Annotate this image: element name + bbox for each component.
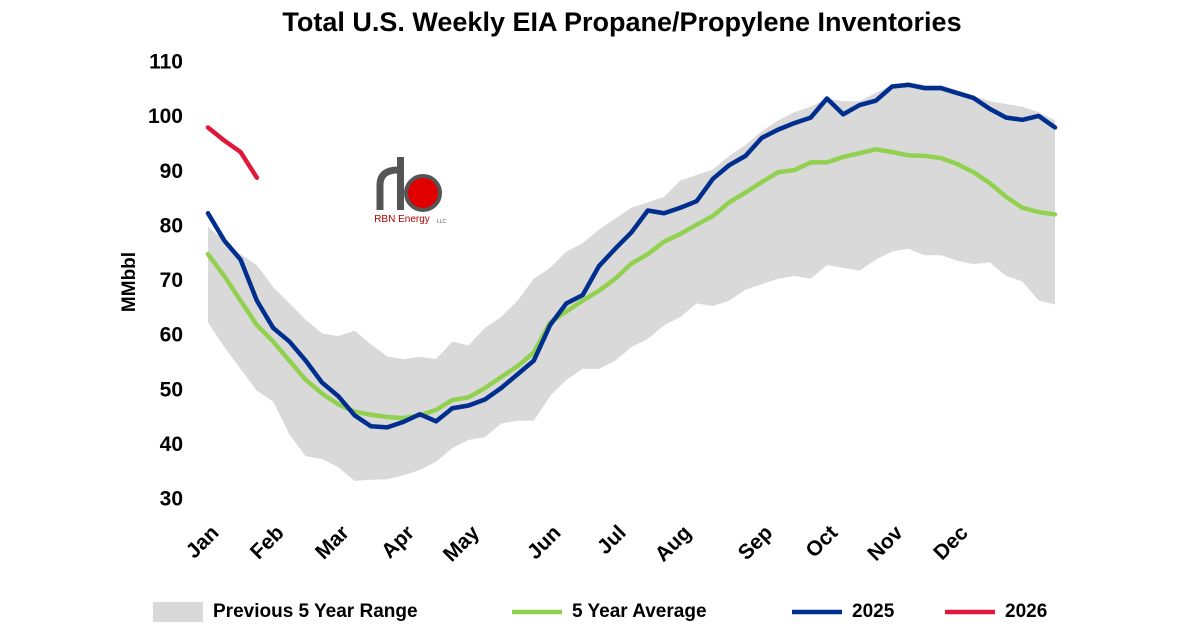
x-tick-label: Apr: [377, 521, 419, 563]
y-tick-label: 60: [160, 324, 183, 347]
legend-label: 5 Year Average: [572, 601, 707, 622]
y-tick-label: 80: [160, 214, 183, 237]
logo: RBN Energy LLC: [374, 157, 447, 225]
x-tick-label: Jan: [182, 521, 224, 563]
legend-label: 2026: [1005, 601, 1047, 622]
x-tick-label: Mar: [311, 521, 354, 564]
series-line: [205, 82, 1058, 430]
series-line: [205, 125, 260, 180]
y-axis-label: MMbbl: [119, 252, 140, 312]
y-tick-label: 100: [148, 105, 183, 128]
y-tick-label: 50: [160, 378, 183, 401]
x-tick-label: Jul: [593, 521, 631, 559]
x-tick-label: Feb: [246, 521, 289, 564]
y-tick-label: 90: [160, 160, 183, 183]
x-tick-label: Dec: [929, 521, 973, 565]
x-tick-label: May: [439, 521, 484, 566]
logo-ball: [404, 174, 442, 212]
x-tick-label: Aug: [651, 521, 696, 566]
y-tick-label: 70: [160, 269, 183, 292]
x-tick-label: Oct: [801, 521, 842, 562]
legend-swatch: [153, 602, 203, 622]
logo-text: RBN Energy: [374, 214, 430, 225]
y-tick-label: 110: [149, 51, 183, 74]
chart-title: Total U.S. Weekly EIA Propane/Propylene …: [282, 7, 961, 37]
x-tick-label: Sep: [734, 521, 777, 564]
logo-suffix: LLC: [437, 219, 447, 225]
logo-stem: [397, 157, 404, 210]
logo-arc: [376, 166, 399, 210]
legend-label: Previous 5 Year Range: [213, 601, 418, 622]
range-area: [208, 82, 1055, 481]
y-tick-label: 30: [160, 488, 183, 511]
y-tick-label: 40: [160, 433, 183, 456]
x-tick-label: Jun: [523, 521, 566, 564]
x-tick-label: Nov: [863, 521, 908, 566]
legend-label: 2025: [852, 601, 895, 622]
